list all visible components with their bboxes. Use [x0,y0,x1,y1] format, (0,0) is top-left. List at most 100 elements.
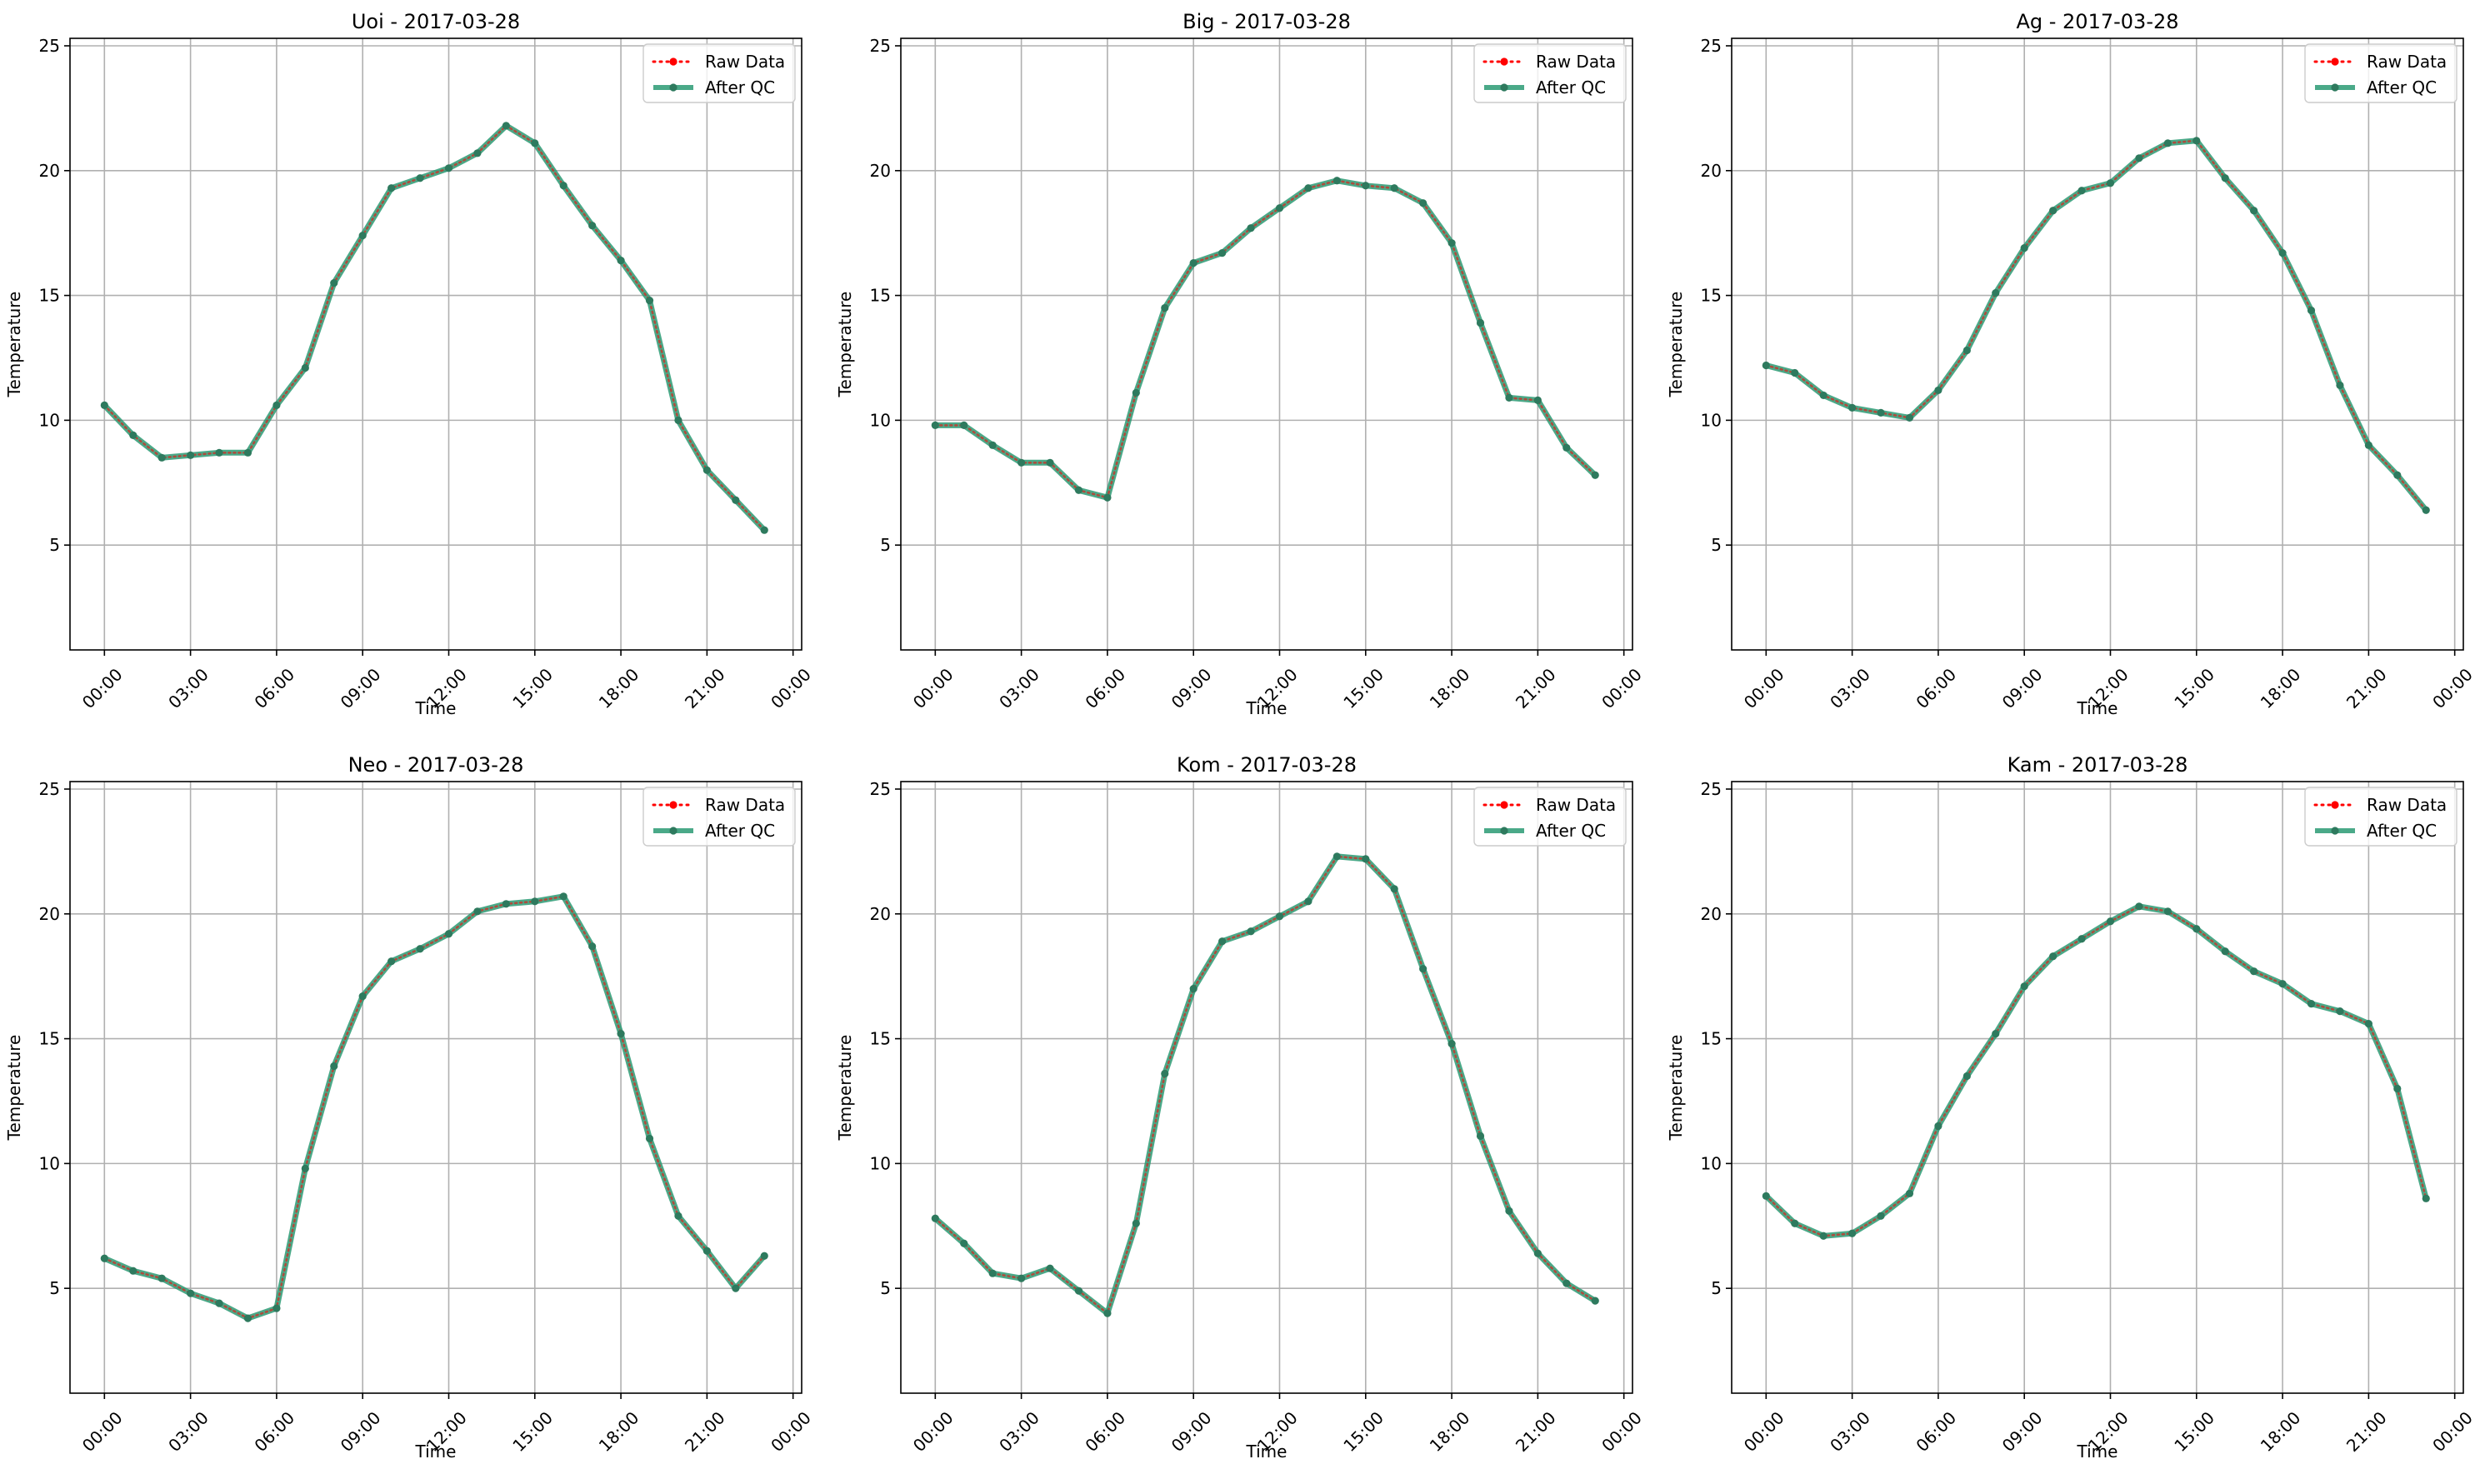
data-point [1448,1039,1456,1048]
y-tick-label: 15 [1701,286,1722,306]
x-tick-label: 21:00 [2342,1407,2391,1456]
data-point [960,421,968,429]
data-point [1419,965,1428,973]
x-tick-label: 09:00 [1998,664,2047,712]
data-point [732,496,740,504]
x-axis-label: Time [2077,698,2118,718]
data-point [2336,1007,2344,1016]
y-axis-label: Temperature [4,292,24,398]
y-tick-label: 20 [39,161,60,181]
legend-label-raw-data: Raw Data [705,52,785,72]
x-tick-label: 00:00 [909,664,958,712]
axes-frame [900,781,1633,1394]
y-tick-label: 5 [1711,535,1722,555]
data-point [416,174,424,182]
data-point [1275,204,1284,212]
data-point [1819,391,1828,400]
data-point [645,1134,654,1143]
data-point [2278,249,2287,257]
data-point [2422,506,2430,514]
x-tick-label: 03:00 [1826,1407,1874,1456]
y-tick-label: 10 [870,1153,891,1173]
data-point [1074,486,1083,494]
data-point [473,907,482,916]
x-tick-label: 00:00 [1598,664,1646,712]
x-tick-label: 00:00 [767,1407,815,1456]
chart-title: Big - 2017-03-28 [1182,10,1351,33]
data-point [388,184,396,192]
x-tick-label: 09:00 [1998,1407,2047,1456]
data-point [330,279,338,287]
legend-label-after-qc: After QC [1536,821,1606,841]
axes-frame [1731,781,2464,1394]
y-tick-label: 10 [870,410,891,430]
data-point [1962,1072,1971,1081]
legend-label-after-qc: After QC [705,77,775,97]
x-tick-label: 06:00 [1081,1407,1129,1456]
y-tick-label: 25 [870,36,891,56]
data-point [1275,912,1284,921]
data-point [2163,907,2172,916]
data-point [158,453,166,462]
data-point [702,466,711,474]
legend-marker-raw-data [2331,57,2339,66]
x-tick-label: 21:00 [1512,664,1560,712]
data-point [1934,386,1942,395]
data-point [272,1304,281,1312]
data-point [2020,244,2028,252]
legend-label-raw-data: Raw Data [1536,795,1616,815]
x-tick-label: 00:00 [1740,1407,1788,1456]
data-point [1132,388,1140,397]
data-point [1762,1192,1770,1200]
x-tick-label: 03:00 [164,1407,212,1456]
series-line-raw-data [103,895,766,1320]
legend-label-after-qc: After QC [705,821,775,841]
data-point [243,448,252,457]
x-tick-label: 18:00 [2257,1407,2305,1456]
data-point [2135,154,2143,162]
data-point [760,1252,768,1260]
data-point [1562,443,1571,452]
x-tick-label: 03:00 [995,664,1043,712]
data-point [388,957,396,966]
data-point [2192,137,2201,145]
legend: Raw Data After QC [642,43,796,103]
data-point [588,222,597,230]
data-point [702,1247,711,1255]
data-point [1103,1309,1112,1317]
data-point [1018,1274,1026,1282]
data-point [2307,1000,2316,1008]
legend-marker-raw-data [669,801,678,809]
data-point [243,1314,252,1322]
data-point [1362,855,1370,863]
data-point [760,526,768,534]
data-point [1332,852,1341,861]
data-point [1591,471,1599,479]
series-line-after-qc [1762,903,2429,1239]
data-point [1819,1232,1828,1240]
legend-marker-raw-data [2331,801,2339,809]
data-point [358,992,367,1001]
data-point [732,1284,740,1292]
legend-label-raw-data: Raw Data [1536,52,1616,72]
data-point [187,451,195,459]
legend-marker-after-qc [1500,83,1508,92]
data-point [1189,985,1198,993]
data-point [215,1299,223,1307]
data-point [1304,184,1312,192]
x-tick-label: 15:00 [1339,1407,1388,1456]
x-tick-label: 00:00 [2428,664,2477,712]
y-tick-label: 5 [880,535,891,555]
legend-marker-raw-data [1500,801,1508,809]
data-point [272,401,281,409]
series-line-raw-data [934,855,1597,1316]
data-point [158,1274,166,1282]
y-tick-label: 25 [39,36,60,56]
axes-frame [1731,37,2464,651]
data-point [1877,1212,1885,1220]
data-point [588,942,597,951]
data-point [1046,458,1054,467]
data-point [531,139,539,147]
